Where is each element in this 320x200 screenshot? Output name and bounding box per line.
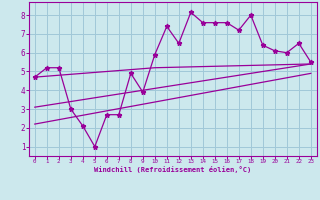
X-axis label: Windchill (Refroidissement éolien,°C): Windchill (Refroidissement éolien,°C) [94,166,252,173]
